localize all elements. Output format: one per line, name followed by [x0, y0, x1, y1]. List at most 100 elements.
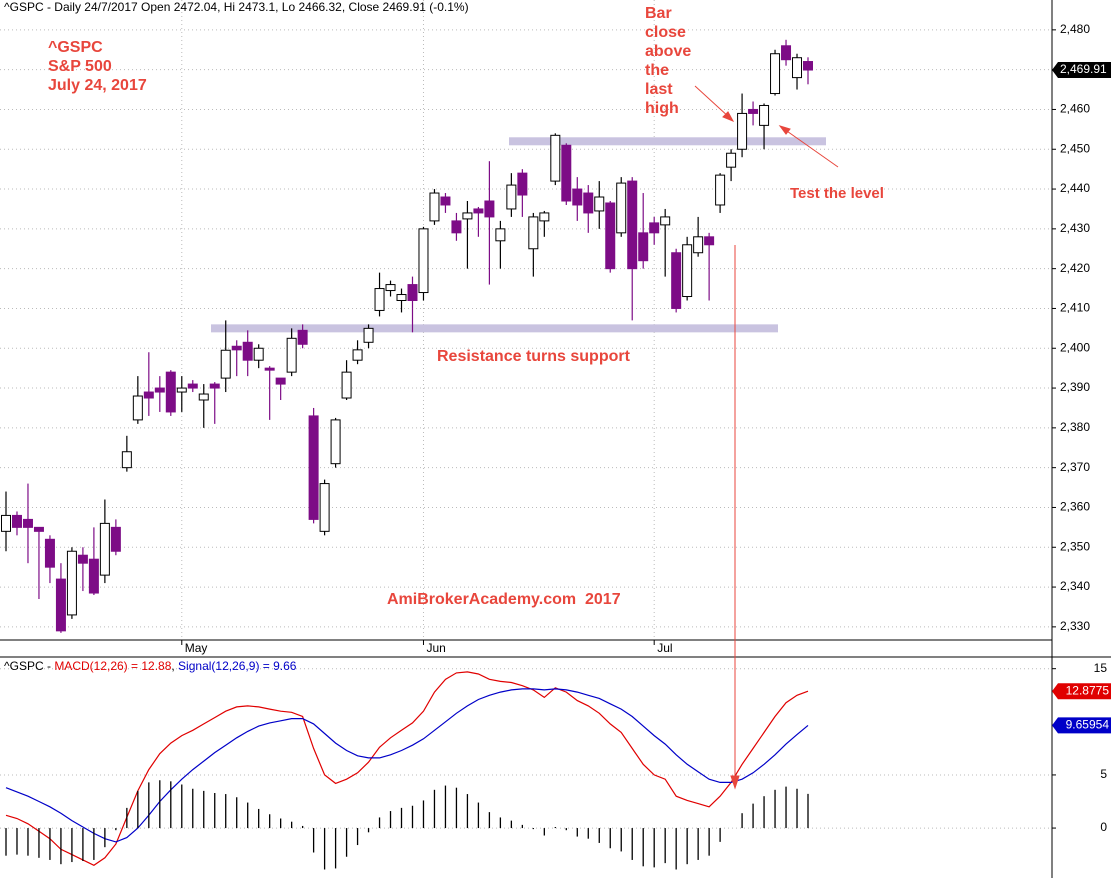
level-band	[509, 137, 826, 146]
candle-body	[253, 347, 264, 361]
candle-body	[187, 383, 198, 389]
macd-line	[5, 688, 809, 843]
y-tick-label: 2,380	[1060, 420, 1090, 434]
candle-body	[209, 383, 220, 389]
arrow	[694, 85, 731, 119]
macd-title: ^GSPC - MACD(12,26) = 12.88, Signal(12,2…	[4, 659, 297, 673]
candle-body	[660, 216, 671, 226]
candle-body	[451, 220, 462, 234]
candle-body	[418, 228, 429, 294]
arrow-head	[778, 125, 791, 135]
candle-body	[33, 526, 44, 532]
annotation: high	[645, 100, 679, 117]
candle-body	[44, 538, 55, 568]
candle-body	[385, 284, 396, 292]
candle-body	[429, 192, 440, 222]
candle-body	[594, 196, 605, 212]
candle-body	[539, 212, 550, 222]
annotation: July 24, 2017	[48, 77, 147, 94]
candle-body	[572, 188, 583, 206]
y-tick-label: 2,440	[1060, 181, 1090, 195]
candle-body	[737, 112, 748, 150]
last-value-box	[1052, 683, 1111, 700]
candle-body	[748, 108, 759, 114]
macd-histogram	[5, 780, 809, 870]
y-tick-label: 2,410	[1060, 301, 1090, 315]
arrow	[783, 128, 839, 168]
grid: 2,330 2,340 2,350 2,360 2,370 2,380 2,390 2,400…	[0, 0, 1090, 655]
candle-body	[583, 192, 594, 214]
candle-body	[88, 558, 99, 594]
y-tick-label: 2,400	[1060, 340, 1090, 354]
candle-body	[143, 391, 154, 399]
candle-body	[517, 172, 528, 196]
candle-body	[462, 212, 473, 220]
candle-body	[286, 337, 297, 373]
candle-body	[132, 395, 143, 421]
candle-body	[440, 196, 451, 206]
candle-body	[77, 554, 88, 564]
candle-body	[176, 387, 187, 393]
last-value-box	[1052, 62, 1111, 79]
candles	[1, 39, 813, 633]
annotation: S&P 500	[48, 58, 112, 75]
candle-body	[11, 514, 22, 528]
y-tick-label: 15	[1094, 661, 1108, 675]
candle-body	[55, 578, 66, 632]
candle-body	[803, 61, 813, 71]
candle-body	[264, 367, 275, 371]
last-value-label: 2,469.91	[1060, 62, 1107, 76]
candle-body	[396, 294, 407, 301]
y-tick-label: 2,340	[1060, 579, 1090, 593]
candle-body	[154, 387, 165, 393]
candle-body	[198, 393, 209, 401]
y-tick-label: 2,450	[1060, 141, 1090, 155]
candle-body	[605, 202, 616, 270]
candle-body	[1, 514, 11, 532]
annotation: AmiBrokerAcademy.com 2017	[387, 591, 621, 608]
candle-body	[550, 134, 561, 182]
candle-body	[319, 483, 330, 532]
level-band	[211, 324, 778, 333]
candle-body	[231, 345, 242, 351]
candle-body	[99, 522, 110, 576]
macd-title-part: ^GSPC -	[4, 659, 54, 673]
candle-body	[495, 228, 506, 242]
candle-body	[528, 216, 539, 250]
candle-body	[110, 526, 121, 552]
y-tick-label: 2,480	[1060, 22, 1090, 36]
candle-body	[330, 419, 341, 465]
candle-body	[759, 104, 770, 126]
candle-body	[638, 232, 649, 262]
candle-body	[242, 341, 253, 361]
y-tick-label: 2,460	[1060, 102, 1090, 116]
annotation: last	[645, 81, 673, 98]
annotation: Test the level	[790, 185, 884, 202]
candle-body	[473, 208, 484, 214]
candle-body	[352, 349, 363, 361]
candle-body	[561, 144, 572, 202]
candle-body	[627, 180, 638, 270]
y-tick-label: 2,360	[1060, 500, 1090, 514]
y-tick-label: 2,330	[1060, 619, 1090, 633]
candle-body	[374, 288, 385, 311]
candle-body	[22, 518, 33, 528]
x-tick-label: May	[185, 641, 208, 655]
y-tick-label: 2,390	[1060, 380, 1090, 394]
candle-body	[704, 236, 715, 246]
annotation: Resistance turns support	[437, 348, 631, 365]
annotation: the	[645, 62, 669, 79]
candle-body	[275, 377, 286, 385]
candle-body	[682, 244, 693, 298]
last-value-label: 12.8775	[1066, 683, 1110, 697]
y-tick-label: 0	[1100, 820, 1107, 834]
arrow-head	[722, 111, 735, 122]
y-tick-label: 2,370	[1060, 460, 1090, 474]
annotation: close	[645, 24, 686, 41]
x-tick-label: Jun	[426, 641, 445, 655]
x-tick-label: Jul	[657, 641, 672, 655]
candle-body	[407, 284, 418, 301]
candle-body	[484, 200, 495, 218]
